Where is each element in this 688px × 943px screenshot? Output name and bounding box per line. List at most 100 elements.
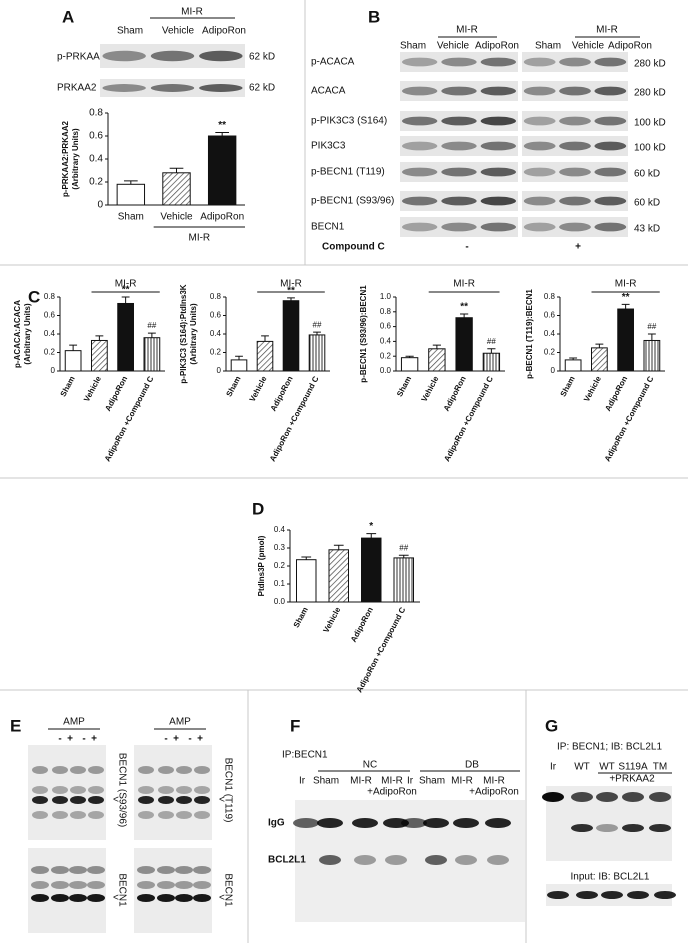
error-bar: [261, 335, 269, 342]
label: +: [575, 242, 581, 253]
blot-band: [523, 167, 556, 177]
blot-band: [32, 796, 48, 804]
label: 60 kD: [634, 198, 660, 209]
bar: [617, 308, 634, 372]
blot-band: [158, 766, 174, 774]
blot-band: [425, 855, 447, 865]
blot-band: [622, 824, 644, 832]
y-axis-label: p-BECN1 (S93/96):BECN1: [359, 285, 368, 383]
blot-band: [138, 796, 154, 804]
label: +AdipoRon: [469, 787, 519, 798]
significance: **: [122, 285, 130, 296]
error-bar: [405, 355, 414, 358]
label: IP: BECN1; IB: BCL2L1: [557, 742, 662, 753]
label: Ir: [550, 762, 557, 773]
blot-band: [559, 196, 591, 206]
x-tick-label: Vehicle: [82, 374, 103, 403]
blot-band: [51, 881, 69, 889]
label: WT: [599, 762, 615, 773]
blot-band: [319, 855, 341, 865]
blot-band: [354, 855, 376, 865]
blot-band: [157, 881, 175, 889]
blot-band: [157, 866, 175, 874]
blot-band: [150, 50, 195, 62]
blot-band: [51, 894, 69, 902]
significance: ##: [399, 543, 408, 552]
blot-band: [401, 86, 438, 96]
blot-band: [441, 116, 477, 126]
y-tick-label: 0.2: [544, 348, 556, 357]
blot-band: [559, 57, 591, 67]
label: MI-R: [596, 25, 618, 36]
error-bar: [621, 303, 630, 310]
blot-band: [401, 141, 438, 151]
y-tick-label: 0.2: [89, 177, 103, 188]
y-tick-label: 0.2: [44, 348, 56, 357]
blot-band: [485, 818, 511, 828]
error-bar: [301, 556, 312, 560]
error-bar: [366, 533, 377, 539]
bar: [428, 348, 446, 372]
blot-band: [423, 818, 449, 828]
error-bar: [121, 296, 130, 304]
panel-letter: G: [545, 716, 558, 735]
x-tick-label: AdipoRon +Compound C: [268, 375, 321, 464]
x-tick-label: Sham: [292, 606, 310, 629]
blot-band: [594, 116, 627, 126]
blot-band: [523, 222, 556, 232]
blot-band: [559, 222, 591, 232]
blot-band: [138, 786, 154, 794]
blot-band: [383, 818, 409, 828]
label: Sham: [419, 776, 445, 787]
y-axis-label: p-PRKAA2:PRKAA2: [61, 120, 70, 197]
blot-band: [401, 167, 438, 177]
arrow: <: [113, 893, 119, 904]
blot-band: [158, 796, 174, 804]
label: 62 kD: [249, 83, 275, 94]
label: 60 kD: [634, 169, 660, 180]
y-axis-label: p-PIK3C3 (S164):PtdIns3K: [179, 284, 188, 383]
bar: [643, 339, 661, 372]
bar: [308, 334, 326, 372]
bar: [361, 537, 382, 603]
label: MI-R: [451, 776, 473, 787]
panel-letter: F: [290, 716, 300, 735]
error-bar: [215, 132, 230, 136]
blot: [522, 162, 628, 182]
significance: **: [622, 292, 630, 303]
label: S119A: [618, 762, 648, 773]
blot-band: [480, 196, 517, 206]
label: PIK3C3: [311, 141, 346, 152]
panel-letter: C: [28, 287, 40, 306]
blot-band: [137, 866, 155, 874]
blot-band: [88, 811, 104, 819]
label: 100 kD: [634, 118, 666, 129]
y-tick-label: 0: [97, 200, 103, 211]
label: -: [188, 734, 191, 745]
blot-band: [70, 811, 86, 819]
y-tick-label: 0.4: [274, 525, 286, 534]
y-tick-label: 0.4: [44, 329, 56, 338]
blot-band: [158, 786, 174, 794]
blot-band: [559, 86, 591, 96]
blot-band: [88, 796, 104, 804]
label: Ir: [407, 776, 414, 787]
blot-band: [88, 786, 104, 794]
error-bar: [569, 357, 578, 360]
blot-band: [52, 786, 68, 794]
label: p-BECN1 (T119): [311, 167, 385, 178]
label: AdipoRon: [202, 26, 246, 37]
bar: [116, 183, 146, 206]
y-tick-label: 0.4: [210, 329, 222, 338]
blot-band: [594, 86, 627, 96]
blot-band: [547, 891, 569, 899]
panel-letter: D: [252, 499, 264, 518]
x-tick-label: Vehicle: [420, 374, 441, 403]
blot: [134, 745, 212, 840]
bar: [328, 549, 349, 603]
group-label: MI-R: [188, 233, 210, 244]
bar: [64, 350, 82, 372]
blot-band: [441, 167, 477, 177]
blot-band: [194, 796, 210, 804]
